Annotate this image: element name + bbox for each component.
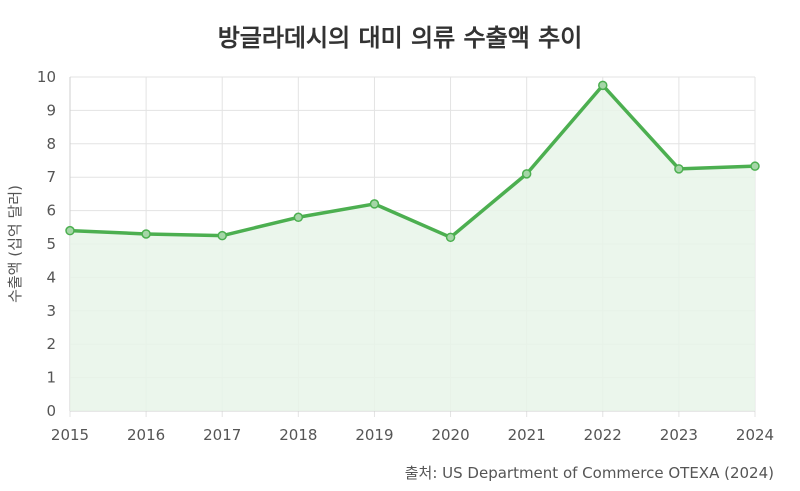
y-tick-label: 10 — [37, 68, 56, 86]
x-tick-label: 2024 — [736, 426, 774, 444]
y-tick-label: 1 — [46, 369, 56, 387]
data-point — [750, 161, 760, 171]
area-fill — [70, 85, 755, 411]
data-point — [369, 199, 380, 209]
data-point — [445, 232, 456, 243]
x-tick-label: 2019 — [355, 426, 393, 444]
y-tick-label: 3 — [46, 302, 56, 320]
x-tick-label: 2022 — [584, 426, 622, 444]
data-point — [521, 169, 532, 179]
x-tick-label: 2017 — [203, 426, 241, 444]
x-tick-label: 2023 — [660, 426, 698, 444]
y-tick-label: 8 — [46, 135, 56, 153]
data-point — [141, 229, 151, 239]
data-point — [65, 225, 75, 236]
data-point — [598, 80, 608, 91]
chart-title: 방글라데시의 대미 의류 수출액 추이 — [217, 24, 583, 52]
y-tick-label: 9 — [46, 101, 56, 119]
data-point — [293, 212, 304, 223]
y-tick-label: 5 — [46, 235, 56, 253]
x-tick-label: 2021 — [508, 426, 546, 444]
y-tick-label: 7 — [46, 168, 56, 186]
y-axis-label: 수출액 (십억 달러) — [6, 185, 24, 303]
x-tick-label: 2015 — [51, 426, 89, 444]
series-line — [68, 83, 757, 240]
y-tick-label: 2 — [46, 335, 56, 353]
x-tick-label: 2016 — [127, 426, 165, 444]
x-tick-label: 2020 — [431, 426, 469, 444]
source-note: 출처: US Department of Commerce OTEXA (202… — [404, 464, 774, 482]
data-point — [217, 230, 227, 241]
x-tick-label: 2018 — [279, 426, 317, 444]
data-point — [674, 164, 684, 174]
y-tick-label: 4 — [46, 268, 56, 286]
y-tick-label: 0 — [46, 402, 56, 420]
y-tick-label: 6 — [46, 202, 56, 220]
